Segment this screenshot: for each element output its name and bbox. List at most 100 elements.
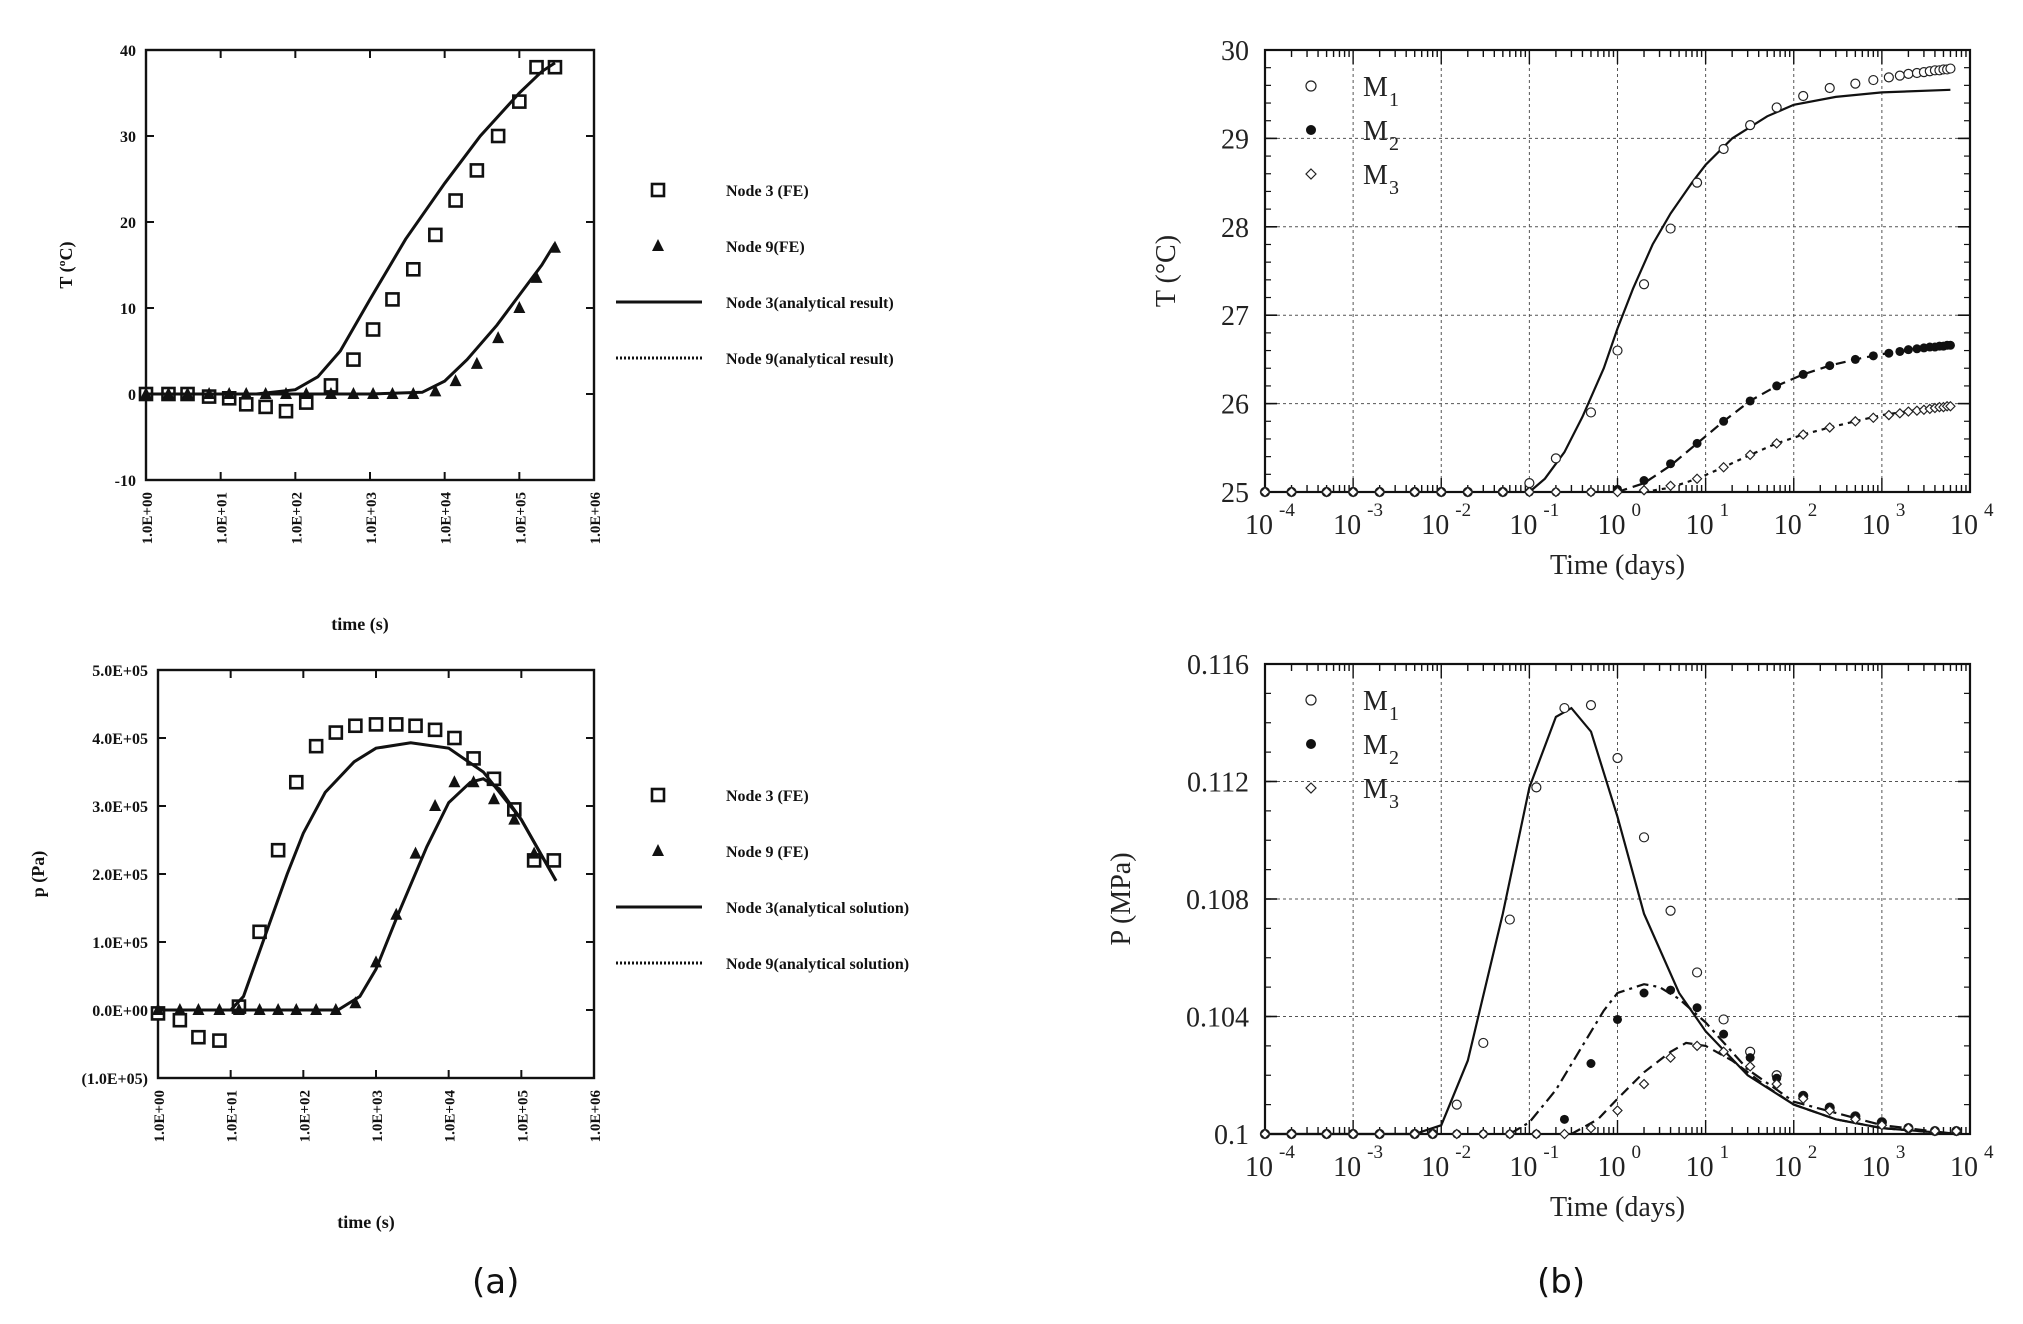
series-m2: [1260, 340, 1955, 497]
y-axis-label: P (MPa): [1106, 852, 1137, 945]
data-point: [212, 1033, 227, 1048]
x-tick-label-base: 10: [1950, 510, 1978, 541]
legend-label: Node 3(analytical solution): [726, 900, 909, 917]
series-line: [146, 242, 557, 396]
x-tick-label-base: 10: [1245, 510, 1273, 541]
y-tick-label: 5.0E+05: [92, 663, 148, 680]
data-point: [1718, 461, 1729, 473]
y-tick-label: 4.0E+05: [92, 731, 148, 748]
series-node-9-analytical-solution-: [158, 777, 558, 1012]
data-point: [1585, 700, 1597, 711]
x-axis-label: Time (days): [1550, 550, 1685, 581]
legend-label-subscript: 2: [1389, 133, 1399, 155]
data-point: [1613, 1014, 1622, 1024]
data-point: [1691, 967, 1703, 978]
x-tick-label-exponent: 4: [1984, 500, 1994, 521]
legend-label: Node 9(analytical solution): [726, 956, 909, 973]
data-point: [429, 384, 442, 397]
x-tick-label-base: 10: [1686, 1152, 1714, 1183]
data-point: [528, 846, 541, 859]
data-point: [1612, 345, 1623, 356]
x-tick-label-exponent: -4: [1279, 500, 1295, 521]
legend-marker: [1305, 80, 1317, 92]
data-point: [1612, 752, 1623, 764]
legend-label: Node 3 (FE): [726, 183, 809, 200]
x-tick-label: 1.0E+05: [515, 1090, 531, 1142]
data-point: [1524, 486, 1535, 498]
x-tick-label-base: 10: [1333, 1152, 1361, 1183]
y-axis-label: T (ºC): [56, 241, 77, 288]
y-tick-label: 0: [128, 387, 136, 404]
x-tick-label: 1.0E+03: [364, 492, 380, 544]
data-point: [1585, 486, 1597, 498]
y-axis-label: T (°C): [1151, 235, 1182, 307]
data-point: [409, 846, 422, 859]
data-point: [191, 1029, 206, 1045]
y-tick-label: 29: [1221, 124, 1249, 155]
series-line: [158, 741, 558, 1012]
data-point: [1744, 449, 1756, 461]
x-tick-label: 1.0E+06: [588, 492, 604, 545]
panel-label-b: (b): [1537, 1262, 1586, 1302]
data-point: [1409, 486, 1421, 498]
data-point: [490, 128, 506, 144]
data-point: [1550, 453, 1562, 464]
series-line: [1265, 706, 1957, 1136]
data-point: [469, 163, 485, 178]
y-tick-label: 0.0E+00: [92, 1003, 148, 1020]
legend-label-subscript: 3: [1389, 791, 1399, 813]
legend: Node 3 (FE) Node 9 (FE) Node 3(analytical …: [616, 787, 909, 973]
y-tick-label: 3.0E+05: [92, 799, 148, 816]
data-point: [1895, 346, 1905, 356]
data-point: [1286, 1128, 1297, 1140]
legend-label: M: [1363, 160, 1388, 191]
x-axis-label: Time (days): [1550, 1192, 1685, 1223]
legend-label-subscript: 1: [1389, 89, 1399, 111]
x-tick-label: 1.0E+01: [225, 1090, 241, 1142]
data-point: [348, 718, 363, 734]
data-point: [1824, 82, 1835, 94]
chart-a1: (1.0E+05) 0.0E+00 1.0E+05 2.0E+05 3.0E+05 4.0…: [28, 663, 909, 1233]
data-point: [1850, 1113, 1861, 1125]
data-point: [388, 717, 404, 732]
data-point: [1850, 354, 1860, 364]
y-tick-label: 20: [120, 215, 136, 232]
legend-label: Node 9(analytical result): [726, 351, 894, 368]
data-point: [1665, 905, 1676, 916]
data-point: [1867, 412, 1879, 424]
data-point: [1409, 1128, 1421, 1140]
data-point: [1771, 438, 1783, 449]
data-point: [1638, 279, 1650, 290]
data-point: [1321, 486, 1332, 498]
legend-label: Node 3(analytical result): [726, 295, 894, 312]
data-point: [1894, 407, 1906, 419]
y-tick-label: 26: [1221, 390, 1249, 421]
data-point: [1798, 90, 1809, 102]
data-point: [278, 403, 294, 419]
x-tick-label: 1.0E+00: [152, 1090, 168, 1142]
data-point: [448, 193, 463, 208]
legend-label: M: [1363, 774, 1388, 805]
y-tick-label: 0.1: [1214, 1120, 1249, 1151]
data-point: [238, 397, 254, 412]
data-point: [1612, 1105, 1623, 1116]
data-point: [1691, 473, 1703, 485]
x-tick-label-exponent: -3: [1367, 1142, 1383, 1163]
data-point: [1745, 120, 1756, 131]
x-tick-label-exponent: 3: [1896, 1142, 1906, 1163]
data-point: [365, 322, 381, 337]
data-point: [513, 301, 526, 313]
x-tick-label: 1.0E+05: [513, 492, 529, 544]
data-point: [1638, 832, 1650, 843]
data-point: [1374, 486, 1385, 498]
x-tick-label: 1.0E+04: [443, 1090, 459, 1143]
data-point: [1374, 1128, 1385, 1140]
data-point: [1945, 340, 1955, 350]
y-tick-label: 27: [1221, 301, 1249, 332]
data-point: [1559, 702, 1570, 714]
legend-label: M: [1363, 116, 1388, 147]
legend-label-subscript: 3: [1389, 177, 1399, 199]
data-point: [1745, 1053, 1755, 1063]
x-tick-label: 1.0E+03: [370, 1090, 386, 1142]
